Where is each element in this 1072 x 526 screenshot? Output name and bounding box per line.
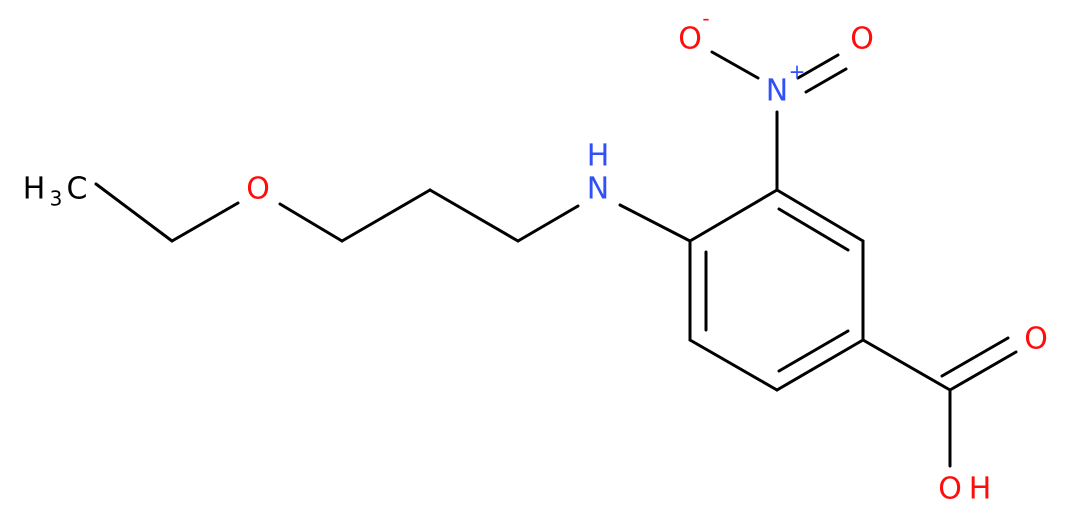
atom-n: N bbox=[587, 172, 609, 207]
atom-h: H bbox=[23, 172, 46, 207]
atom-o: O bbox=[1024, 322, 1048, 357]
atom-charge: - bbox=[702, 7, 709, 31]
atom-n: N bbox=[766, 74, 788, 109]
atom-o: O bbox=[246, 172, 270, 207]
atom-o: O bbox=[938, 472, 962, 507]
atom-h: H bbox=[587, 139, 610, 174]
atom-c: C bbox=[67, 172, 88, 207]
atom-charge: + bbox=[789, 60, 806, 84]
atom-o: O bbox=[678, 22, 702, 57]
atom-o: O bbox=[850, 22, 874, 57]
atom-h: H bbox=[969, 472, 992, 507]
atom-labels: H 3 C O H N N + O - O O O H bbox=[23, 7, 1048, 507]
atom-subscript: 3 bbox=[50, 187, 63, 211]
bonds bbox=[94, 50, 1018, 468]
